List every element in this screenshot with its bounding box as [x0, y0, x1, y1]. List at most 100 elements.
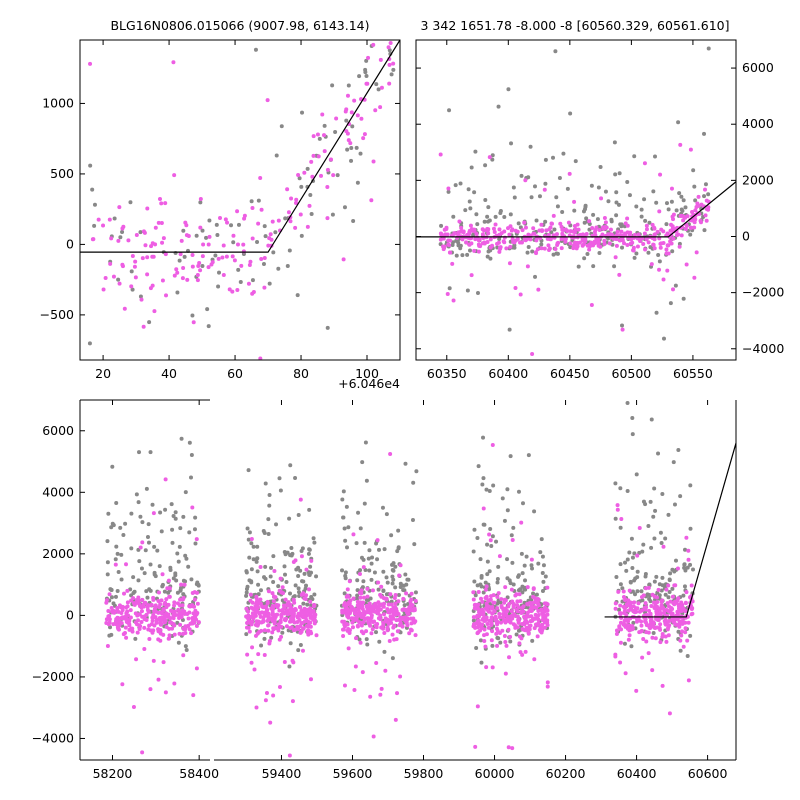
full-series-0-point — [184, 647, 189, 652]
full-series-1-point — [613, 654, 618, 659]
zoom-left-series-1-point — [206, 265, 211, 270]
season-right-series-1-point — [641, 241, 646, 246]
full-series-0-point — [381, 569, 386, 574]
full-series-1-point — [379, 686, 384, 691]
full-series-0-point — [147, 587, 152, 592]
season-right-series-1-point — [522, 220, 527, 225]
full-series-1-point — [481, 506, 486, 511]
full-series-0-point — [618, 562, 623, 567]
full-series-1-point — [254, 705, 259, 710]
full-series-1-point — [659, 605, 664, 610]
full-series-1-point — [539, 630, 544, 635]
zoom-left-series-0-point — [229, 223, 234, 228]
season-right-series-1-point — [602, 216, 607, 221]
full-series-1-point — [258, 565, 263, 570]
season-right-series-0-point — [485, 254, 490, 259]
full-series-0-point — [625, 489, 630, 494]
full-series-0-point — [676, 448, 681, 453]
season-right-series-0-point — [584, 216, 589, 221]
season-right-series-1-point — [492, 230, 497, 235]
season-right-series-1-point — [630, 240, 635, 245]
full-series-1-point — [248, 592, 253, 597]
zoom-left-series-1-point — [206, 242, 211, 247]
full-series-1-point — [171, 616, 176, 621]
full-series-0-point — [487, 489, 492, 494]
full-series-1-point — [349, 604, 354, 609]
season-right-series-1-point — [636, 232, 641, 237]
zoom-left-series-1-point — [158, 197, 163, 202]
season-right-series-1-point — [551, 213, 556, 218]
season-right-series-1-point — [617, 272, 622, 277]
zoom-left-series-1-point — [362, 132, 367, 137]
full-series-1-point — [510, 537, 515, 542]
season-right-model-line — [416, 181, 737, 238]
full-series-0-point — [105, 560, 110, 565]
zoom-left-series-1-point — [235, 242, 240, 247]
season-right-series-1-point — [694, 250, 699, 255]
full-series-0-point — [312, 540, 317, 545]
full-series-0-point — [498, 640, 503, 645]
full-series-0-point — [304, 583, 309, 588]
season-right-series-0-point — [549, 230, 554, 235]
full-series-0-point — [495, 580, 500, 585]
season-right-series-1-point — [652, 237, 657, 242]
full-series-0-point — [375, 557, 380, 562]
full-series-1-point — [487, 532, 492, 537]
full-series-0-point — [522, 587, 527, 592]
full-series-0-point — [398, 581, 403, 586]
full-series-0-point — [485, 572, 490, 577]
season-right-series-1-point — [598, 244, 603, 249]
season-right-series-1-point — [669, 241, 674, 246]
zoom-left-series-0-point — [358, 151, 363, 156]
full-series-1-point — [351, 532, 356, 537]
zoom-left-series-0-point — [200, 264, 205, 269]
full-series-0-point — [175, 620, 180, 625]
full-series-0-point — [402, 603, 407, 608]
full-series-0-point — [344, 504, 349, 509]
zoom-left-series-1-point — [180, 276, 185, 281]
season-right-series-1-point — [625, 230, 630, 235]
zoom-left-series-0-point — [345, 147, 350, 152]
full-series-1-point — [668, 599, 673, 604]
full-series-1-point — [172, 600, 177, 605]
full-series-1-point — [290, 699, 295, 704]
zoom-left-series-1-point — [378, 105, 383, 110]
full-series-1-point — [144, 618, 149, 623]
season-right-series-1-point — [642, 231, 647, 236]
season-right-series-0-point — [673, 283, 678, 288]
full-series-1-point — [151, 511, 156, 516]
full-series-1-point — [641, 637, 646, 642]
full-series-0-point — [540, 589, 545, 594]
full-series-1-point — [176, 607, 181, 612]
full-series-1-point — [346, 646, 351, 651]
zoom-left-series-1-point — [101, 223, 106, 228]
full-series-1-point — [506, 615, 511, 620]
full-series-0-point — [384, 575, 389, 580]
full-series-0-point — [666, 595, 671, 600]
season-right-series-1-point — [572, 199, 577, 204]
full-series-1-point — [509, 609, 514, 614]
zoom-left-frame — [79, 39, 401, 361]
season-right-series-0-point — [591, 212, 596, 217]
full-series-1-point — [266, 611, 271, 616]
full-series-0-point — [672, 502, 677, 507]
full-series-0-point — [358, 526, 363, 531]
full-series-1-point — [520, 652, 525, 657]
zoom-left-series-1-point — [270, 219, 275, 224]
full-series-1-point — [676, 609, 681, 614]
full-series-1-point — [639, 623, 644, 628]
full-series-1-point — [646, 651, 651, 656]
full-series-0-point — [106, 511, 111, 516]
full-series-1-point — [266, 623, 271, 628]
full-series-0-point — [298, 642, 303, 647]
full-series-1-point — [359, 623, 364, 628]
full-series-0-point — [660, 575, 665, 580]
full-series-1-point — [536, 617, 541, 622]
full-series-0-point — [524, 554, 529, 559]
full-series-1-point — [490, 665, 495, 670]
full-series-1-point — [515, 599, 520, 604]
full-series-0-point — [362, 540, 367, 545]
full-series-1-point — [298, 630, 303, 635]
zoom-left-series-1-point — [235, 209, 240, 214]
